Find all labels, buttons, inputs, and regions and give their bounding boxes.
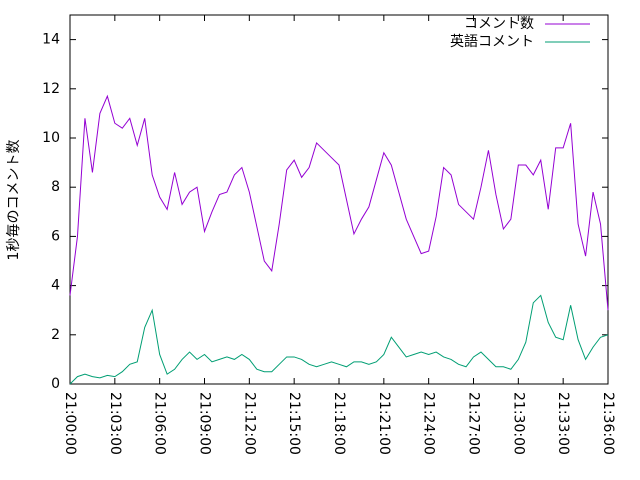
y-tick-label: 8: [51, 179, 60, 195]
x-tick-label: 21:03:00: [107, 392, 123, 455]
legend-label: コメント数: [464, 16, 534, 32]
x-tick-label: 21:06:00: [152, 392, 168, 455]
y-tick-label: 14: [42, 32, 60, 48]
x-tick-label: 21:12:00: [241, 392, 257, 455]
y-tick-label: 6: [51, 228, 60, 244]
x-tick-label: 21:27:00: [466, 392, 482, 455]
x-tick-label: 21:00:00: [62, 392, 78, 455]
series-line: [69, 94, 609, 311]
x-tick-label: 21:09:00: [197, 392, 213, 455]
legend-label: 英語コメント: [450, 33, 534, 50]
y-tick-label: 0: [51, 376, 60, 392]
series-line: [69, 294, 609, 385]
x-tick-label: 21:24:00: [421, 392, 437, 455]
plot-border: [69, 14, 609, 385]
y-tick-label: 4: [51, 278, 60, 294]
y-tick-label: 12: [42, 81, 60, 97]
y-axis-label: 1秒毎のコメント数: [6, 140, 22, 261]
x-tick-label: 21:15:00: [286, 392, 302, 455]
x-tick-label: 21:36:00: [600, 392, 616, 455]
y-tick-label: 10: [42, 130, 60, 146]
x-tick-label: 21:18:00: [331, 392, 347, 455]
y-tick-label: 2: [51, 327, 60, 343]
x-tick-label: 21:21:00: [376, 392, 392, 455]
x-tick-label: 21:30:00: [510, 392, 526, 455]
x-tick-label: 21:33:00: [555, 392, 571, 455]
